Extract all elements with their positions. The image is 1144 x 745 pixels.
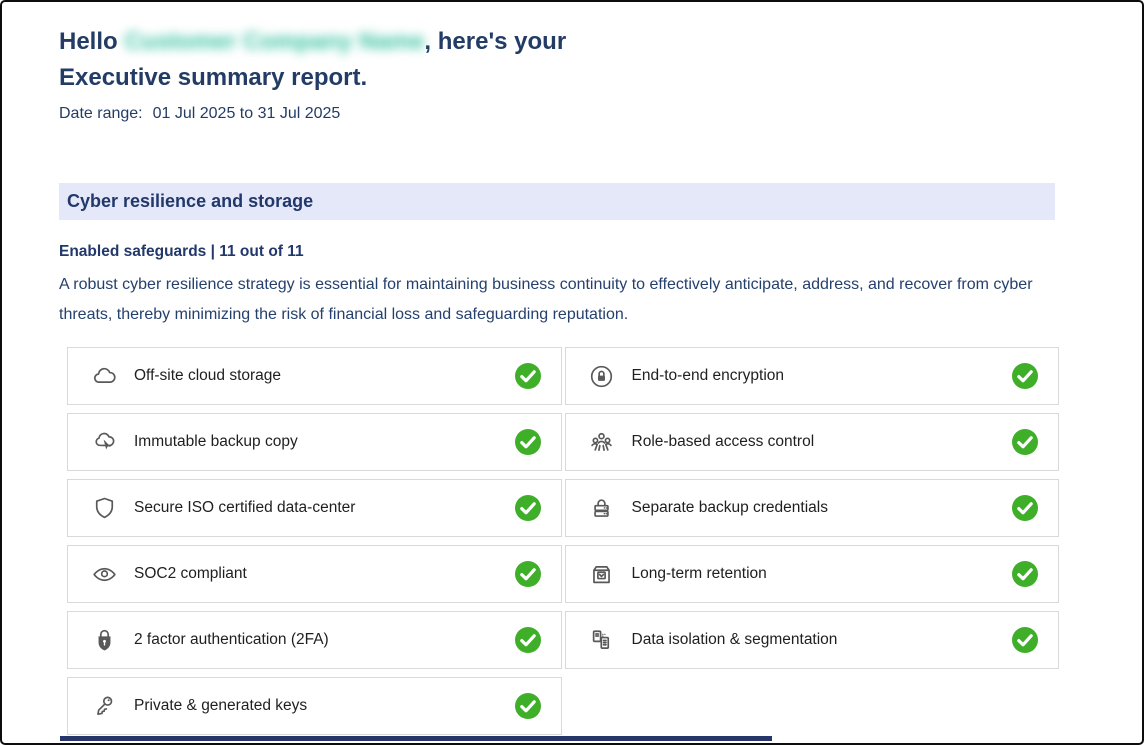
enabled-safeguards-count: Enabled safeguards | 11 out of 11: [59, 243, 304, 260]
safeguard-card: Long-term retention: [564, 545, 1059, 603]
check-circle-icon: [1011, 494, 1039, 522]
check-circle-icon: [1011, 362, 1039, 390]
greeting-prefix: Hello: [59, 28, 125, 55]
documents-icon: [588, 626, 616, 654]
safeguard-card: Private & generated keys: [67, 677, 562, 735]
safeguard-card: Data isolation & segmentation: [564, 611, 1059, 669]
key-icon: [90, 692, 118, 720]
safeguard-card: Immutable backup copy: [67, 413, 562, 471]
section-header: Cyber resilience and storage: [59, 183, 1055, 220]
safeguard-card: End-to-end encryption: [564, 347, 1059, 405]
section-description: A robust cyber resilience strategy is es…: [59, 276, 1033, 323]
safeguard-label: Data isolation & segmentation: [631, 631, 838, 648]
safeguard-label: Separate backup credentials: [631, 499, 828, 516]
section-title: Cyber resilience and storage: [67, 191, 314, 211]
company-name-redacted: Customer Company Name: [124, 28, 425, 55]
safeguards-grid: Off-site cloud storage End-to-end encrypt…: [67, 347, 1059, 735]
check-circle-icon: [514, 428, 542, 456]
date-range-value: 01 Jul 2025 to 31 Jul 2025: [152, 105, 341, 122]
safeguard-label: Secure ISO certified data-center: [134, 499, 356, 516]
safeguard-card: 2 factor authentication (2FA): [67, 611, 562, 669]
greeting-suffix: , here's your: [424, 28, 567, 55]
server-lock-icon: [588, 494, 616, 522]
check-circle-icon: [514, 560, 542, 588]
safeguard-label: Role-based access control: [631, 433, 815, 450]
check-circle-icon: [514, 626, 542, 654]
safeguard-card: Secure ISO certified data-center: [67, 479, 562, 537]
date-range: Date range: 01 Jul 2025 to 31 Jul 2025: [59, 105, 1091, 123]
check-circle-icon: [514, 362, 542, 390]
padlock-icon: [90, 626, 118, 654]
safeguard-label: SOC2 compliant: [134, 565, 247, 582]
report-title: Executive summary report.: [59, 64, 368, 91]
safeguard-label: End-to-end encryption: [631, 367, 785, 384]
check-circle-icon: [1011, 560, 1039, 588]
lock-circle-icon: [588, 362, 616, 390]
date-range-label: Date range:: [59, 105, 143, 122]
safeguard-label: Private & generated keys: [134, 697, 308, 714]
safeguard-card: Role-based access control: [564, 413, 1059, 471]
cutoff-next-section-bar: [60, 736, 772, 741]
check-circle-icon: [514, 692, 542, 720]
safeguard-card: SOC2 compliant: [67, 545, 562, 603]
eye-icon: [90, 560, 118, 588]
safeguard-label: Off-site cloud storage: [134, 367, 282, 384]
safeguard-label: Immutable backup copy: [134, 433, 298, 450]
check-circle-icon: [1011, 626, 1039, 654]
safeguard-card: Off-site cloud storage: [67, 347, 562, 405]
page-title: Hello Customer Company Name, here's your…: [59, 24, 1091, 96]
archive-box-icon: [588, 560, 616, 588]
safeguard-label: 2 factor authentication (2FA): [134, 631, 329, 648]
shield-icon: [90, 494, 118, 522]
users-group-icon: [588, 428, 616, 456]
check-circle-icon: [514, 494, 542, 522]
check-circle-icon: [1011, 428, 1039, 456]
cloud-icon: [90, 362, 118, 390]
safeguard-label: Long-term retention: [631, 565, 767, 582]
safeguard-card: Separate backup credentials: [564, 479, 1059, 537]
cloud-lock-icon: [90, 428, 118, 456]
